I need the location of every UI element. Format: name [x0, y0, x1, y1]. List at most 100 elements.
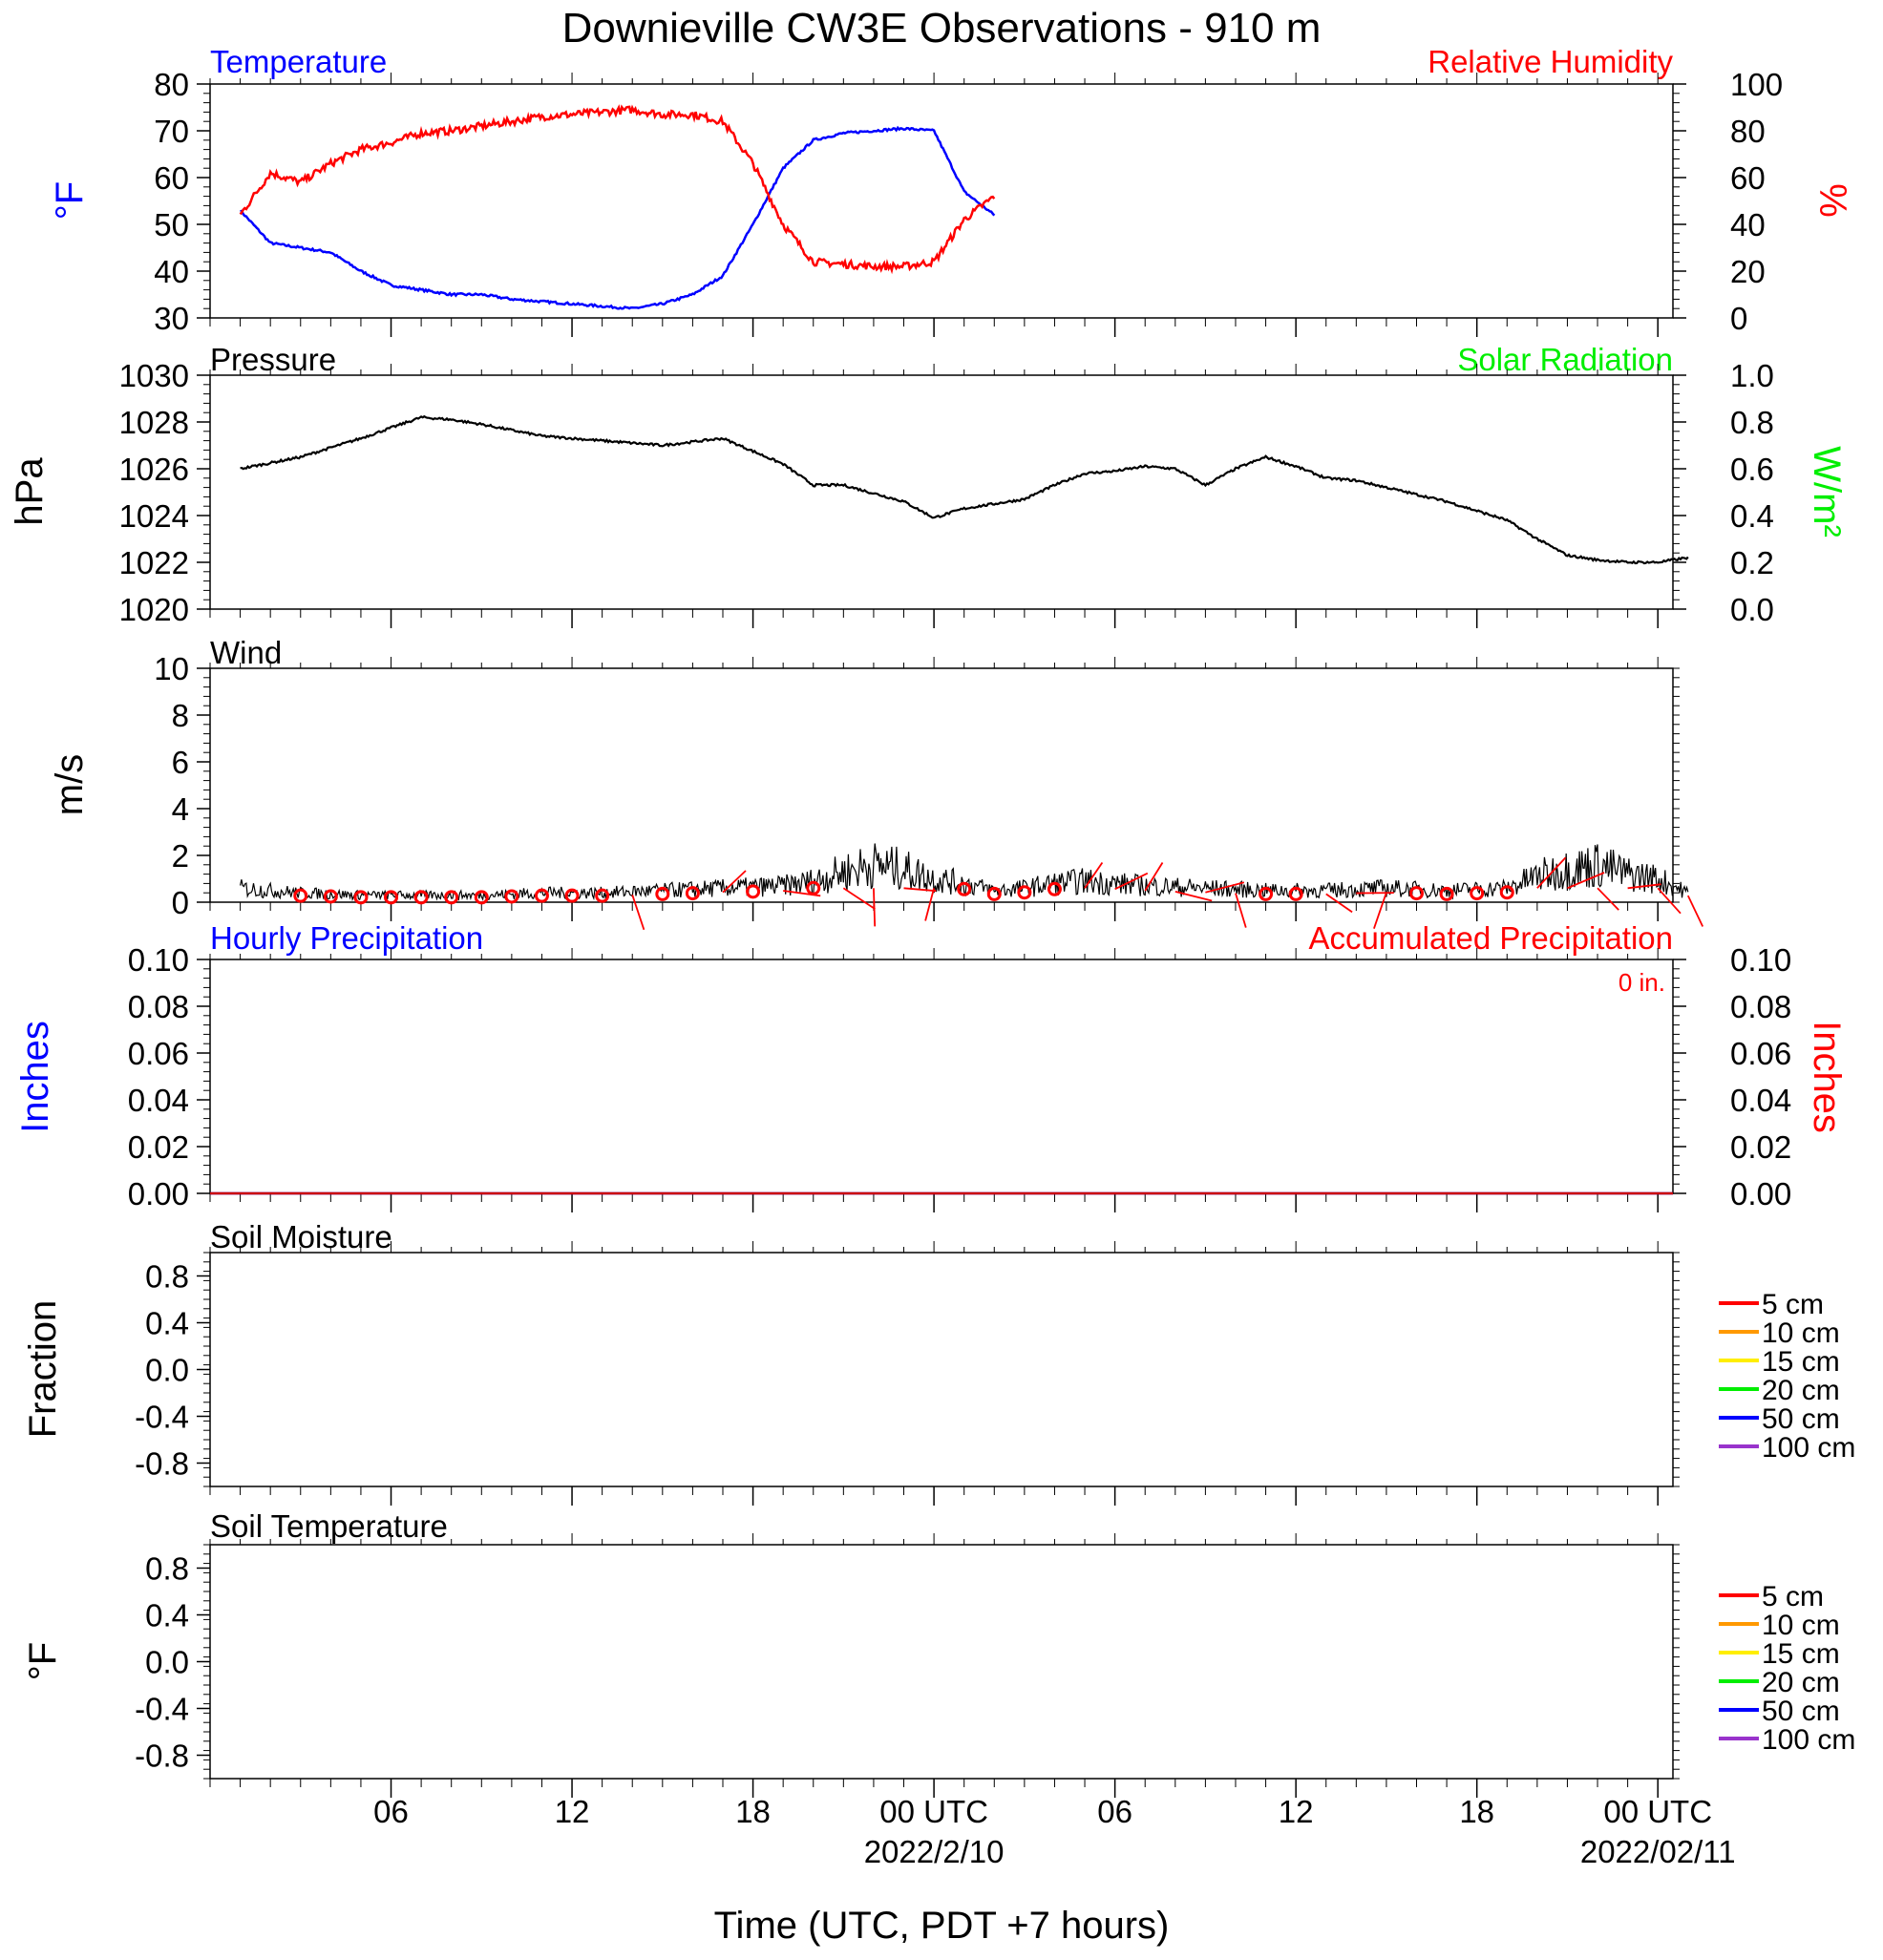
y-tick-label: 50	[154, 207, 189, 242]
legend-label: 5 cm	[1762, 1289, 1824, 1320]
y-tick-label: 0.06	[128, 1036, 189, 1071]
soil-moisture-panel: Soil Moisture Fraction -0.8 -0.4 0.0 0.4 0.8…	[22, 1219, 1855, 1506]
y-tick-label: 1026	[119, 452, 189, 487]
legend-label: 10 cm	[1762, 1610, 1840, 1641]
calm-wind-circle	[595, 888, 610, 903]
y-tick-label: 70	[154, 114, 189, 149]
wind-speed-line	[240, 843, 1689, 902]
wind-barb	[631, 894, 645, 931]
calm-wind-circle	[504, 889, 519, 904]
y2-tick-label: 0.06	[1730, 1036, 1791, 1071]
calm-wind-circle	[474, 890, 489, 905]
y-tick-label: 40	[154, 254, 189, 289]
legend-label: 10 cm	[1762, 1317, 1840, 1349]
x-tick-label: 06	[1097, 1794, 1132, 1829]
time-axis: 06 12 18 00 UTC 2022/2/10 06 12 18 00 UTC 2022/02…	[373, 1794, 1735, 1869]
y-tick-label: 1024	[119, 498, 189, 534]
y-tick-label: 8	[172, 698, 189, 733]
y-tick-label: -0.8	[135, 1739, 189, 1774]
calm-wind-circle	[293, 888, 308, 903]
wind-barb	[1205, 881, 1245, 894]
wind-barb	[722, 870, 747, 894]
calm-wind-circle	[1259, 886, 1274, 901]
precip-frame	[209, 959, 1674, 1194]
wind-barb	[1627, 883, 1661, 890]
y2-tick-label: 0.08	[1730, 989, 1791, 1024]
y2-tick-label: 20	[1730, 254, 1766, 289]
wind-barb	[1144, 862, 1164, 892]
x-tick-date-label: 2022/2/10	[864, 1834, 1005, 1869]
calm-wind-circle	[957, 881, 972, 896]
y-tick-label: 10	[154, 651, 189, 686]
wind-barbs	[293, 856, 1704, 931]
calm-wind-circle	[806, 880, 821, 896]
wind-barb	[924, 888, 935, 921]
y-tick-label: 0.0	[145, 1353, 189, 1388]
temp-rh-frame	[209, 83, 1674, 319]
wind-barb	[1536, 856, 1567, 889]
temperature-series-line	[240, 125, 996, 310]
calm-wind-circle	[323, 889, 338, 904]
soil-moisture-ylabel: Fraction	[22, 1300, 64, 1439]
y-tick-label: -0.8	[135, 1446, 189, 1482]
wind-barb	[1174, 890, 1213, 902]
y2-tick-label: 0	[1730, 301, 1747, 336]
calm-wind-circle	[444, 890, 459, 905]
y2-tick-label: 0.2	[1730, 545, 1774, 580]
wind-barb	[1325, 893, 1353, 914]
wind-barb	[842, 887, 876, 910]
soil-temp-ylabel: °F	[22, 1642, 64, 1680]
y-tick-label: 1020	[119, 592, 189, 627]
wind-barb	[1597, 887, 1619, 911]
soil-temp-panel: Soil Temperature °F -0.8 -0.4 0.0 0.4 0.8 5 …	[22, 1508, 1855, 1798]
soil-moisture-title: Soil Moisture	[210, 1219, 392, 1254]
calm-wind-circle	[1409, 886, 1425, 901]
pressure-panel: Pressure Solar Radiation hPa W/m² 1020 10…	[9, 342, 1848, 628]
y-tick-label: 1030	[119, 358, 189, 393]
y2-tick-label: 0.0	[1730, 592, 1774, 627]
pressure-ylabel: hPa	[9, 457, 51, 526]
y2-tick-label: 1.0	[1730, 358, 1774, 393]
pressure-title: Pressure	[210, 342, 336, 377]
calm-wind-circle	[1439, 886, 1454, 901]
accum-precip-ylabel: Inches	[1806, 1021, 1848, 1133]
pressure-frame	[209, 374, 1674, 610]
legend-label: 20 cm	[1762, 1375, 1840, 1406]
temperature-ylabel: °F	[49, 181, 91, 220]
calm-wind-circle	[655, 886, 670, 901]
y-tick-label: 1022	[119, 545, 189, 580]
temp-rh-panel: Temperature Relative Humidity °F % 30 40 5…	[49, 44, 1853, 337]
x-tick-label: 00 UTC	[1603, 1794, 1712, 1829]
y2-tick-label: 0.00	[1730, 1176, 1791, 1212]
wind-barb	[1235, 893, 1247, 928]
y2-tick-label: 0.02	[1730, 1129, 1791, 1165]
y-tick-label: 4	[172, 791, 189, 827]
y-tick-label: 60	[154, 160, 189, 196]
x-tick-label: 00 UTC	[879, 1794, 988, 1829]
solar-title: Solar Radiation	[1457, 342, 1673, 377]
y-tick-label: 0.4	[145, 1598, 189, 1633]
legend-label: 5 cm	[1762, 1581, 1824, 1612]
x-tick-date-label: 2022/02/11	[1580, 1834, 1736, 1869]
calm-wind-circle	[1017, 885, 1032, 900]
humidity-title: Relative Humidity	[1428, 44, 1673, 79]
x-axis-label: Time (UTC, PDT +7 hours)	[714, 1905, 1170, 1947]
soil-temp-frame	[209, 1544, 1674, 1780]
wind-title: Wind	[210, 635, 282, 670]
calm-wind-circle	[1288, 886, 1303, 901]
calm-wind-circle	[384, 890, 399, 905]
legend-label: 100 cm	[1762, 1432, 1855, 1464]
legend-label: 15 cm	[1762, 1346, 1840, 1378]
calm-wind-circle	[746, 884, 761, 899]
hourly-precip-title: Hourly Precipitation	[210, 920, 483, 956]
legend-label: 20 cm	[1762, 1667, 1840, 1698]
y2-tick-label: 40	[1730, 207, 1766, 242]
wind-barb	[1114, 872, 1149, 891]
wind-barb	[1567, 872, 1605, 890]
y-tick-label: 0.8	[145, 1551, 189, 1587]
calm-wind-circle	[1499, 885, 1514, 900]
y-tick-label: 0.10	[128, 942, 189, 978]
wind-panel: Wind m/s 0 2 4 6 8 10	[49, 635, 1704, 931]
y-tick-label: -0.4	[135, 1400, 189, 1435]
